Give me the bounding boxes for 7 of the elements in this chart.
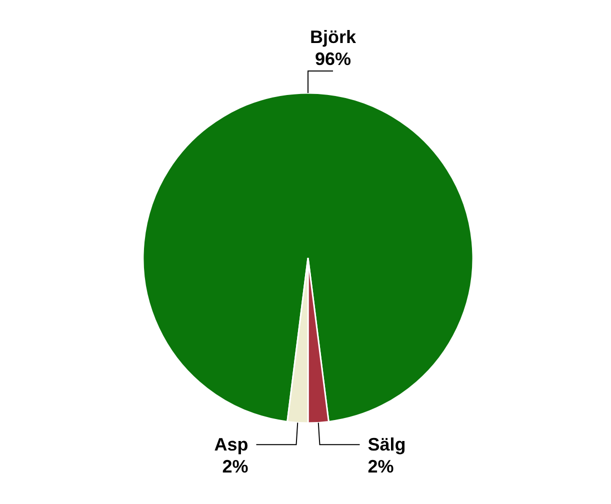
pie-slice	[142, 92, 474, 422]
data-label: 2%	[222, 456, 248, 477]
slice-label: Björk	[310, 27, 357, 47]
data-label: 96%	[314, 49, 352, 69]
slice-label: Sälg	[368, 434, 406, 455]
data-label: 2%	[368, 456, 394, 477]
slice-label: Asp	[214, 434, 248, 455]
